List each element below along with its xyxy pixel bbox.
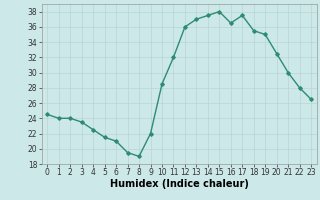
X-axis label: Humidex (Indice chaleur): Humidex (Indice chaleur) xyxy=(110,179,249,189)
